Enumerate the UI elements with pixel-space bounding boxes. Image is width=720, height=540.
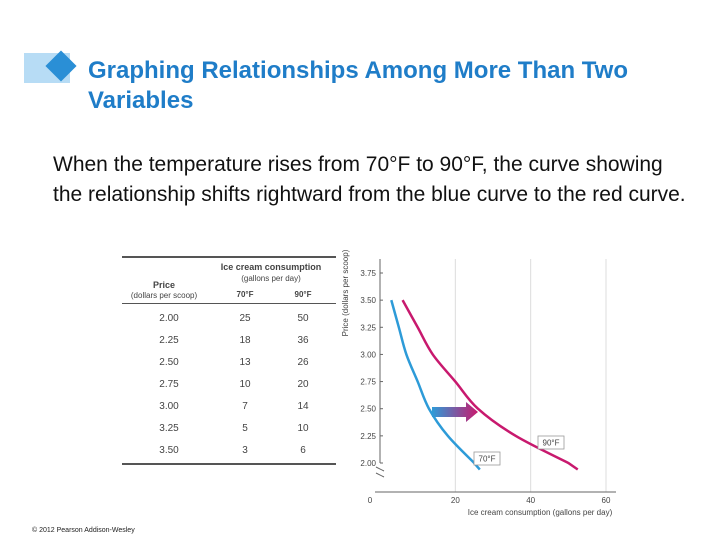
y-tick-label: 2.75 xyxy=(360,378,376,387)
table-col-90: 90°F xyxy=(294,290,312,299)
y-tick-label: 3.25 xyxy=(360,323,376,332)
y-tick-label: 3.00 xyxy=(360,350,376,359)
table-row: 3.50 3 6 xyxy=(122,442,336,462)
table-cell-price: 2.50 xyxy=(159,357,179,368)
table-bottom-rule xyxy=(122,463,336,465)
table-cell-70: 18 xyxy=(239,335,251,346)
series-line xyxy=(390,299,481,471)
y-tick-label: 3.75 xyxy=(360,269,376,278)
table-cell-price: 3.00 xyxy=(159,401,179,412)
table-cell-90: 50 xyxy=(297,313,309,324)
table-cell-90: 36 xyxy=(297,335,309,346)
series-line xyxy=(401,299,579,471)
table-row: 2.25 18 36 xyxy=(122,332,336,352)
y-tick-label: 3.50 xyxy=(360,296,376,305)
table-row: 2.00 25 50 xyxy=(122,310,336,330)
x-tick-label: 40 xyxy=(526,496,535,505)
y-tick-label: 2.00 xyxy=(360,459,376,468)
axis-break-mark xyxy=(375,472,385,478)
table-row: 3.25 5 10 xyxy=(122,420,336,440)
x-tick-labels: 0 20 40 60 xyxy=(368,496,611,505)
x-axis-label: Ice cream consumption (gallons per day) xyxy=(468,508,613,517)
chart-gridlines xyxy=(454,259,607,492)
table-row: 2.50 13 26 xyxy=(122,354,336,374)
table-cell-price: 3.25 xyxy=(159,423,179,434)
chart-series xyxy=(390,299,579,471)
table-col-70: 70°F xyxy=(236,290,254,299)
series-label-box xyxy=(537,435,565,450)
y-tick-label: 2.50 xyxy=(360,405,376,414)
table-cell-price: 3.50 xyxy=(159,445,179,456)
copyright-text: © 2012 Pearson Addison-Wesley xyxy=(32,527,135,534)
table-cell-price: 2.25 xyxy=(159,335,179,346)
table-price-header: Price xyxy=(152,280,176,290)
y-tick-label: 2.25 xyxy=(360,432,376,441)
table-cell-90: 26 xyxy=(297,357,309,368)
table-cell-70: 13 xyxy=(239,357,251,368)
y-axis-label: Price (dollars per scoop) xyxy=(341,249,350,336)
table-cell-price: 2.75 xyxy=(159,379,179,390)
y-tick-labels: 2.00 2.25 2.50 2.75 3.00 3.25 3.50 3.75 xyxy=(360,269,383,468)
table-cell-70: 25 xyxy=(239,313,251,324)
series-label: 70°F xyxy=(479,455,496,464)
table-group-header: Ice cream consumption xyxy=(220,262,322,272)
x-tick-label: 60 xyxy=(602,496,611,505)
series-label-box xyxy=(473,451,501,466)
table-header-rule xyxy=(122,303,336,304)
table-cell-90: 10 xyxy=(297,423,309,434)
table-cell-90: 6 xyxy=(300,445,306,456)
slide-body-text: When the temperature rises from 70°F to … xyxy=(53,153,686,206)
table-price-subheader: (dollars per scoop) xyxy=(130,291,198,300)
table-cell-70: 5 xyxy=(242,423,248,434)
x-tick-label: 20 xyxy=(451,496,460,505)
table-row: 2.75 10 20 xyxy=(122,376,336,396)
table-cell-70: 10 xyxy=(239,379,251,390)
data-table: Ice cream consumption (gallons per day) … xyxy=(118,250,340,465)
series-labels: 70°F 90°F xyxy=(473,435,565,466)
series-label: 90°F xyxy=(543,439,560,448)
table-cell-70: 7 xyxy=(242,401,248,412)
table-cell-90: 20 xyxy=(297,379,309,390)
table-cell-90: 14 xyxy=(297,401,309,412)
axis-break-mark xyxy=(375,466,385,472)
table-cell-price: 2.00 xyxy=(159,313,179,324)
x-tick-label: 0 xyxy=(368,496,373,505)
slide-title: Graphing Relationships Among More Than T… xyxy=(88,57,628,114)
table-top-rule xyxy=(122,256,336,258)
table-cell-70: 3 xyxy=(242,445,248,456)
table-group-subheader: (gallons per day) xyxy=(241,274,301,283)
shift-arrow-icon xyxy=(432,402,478,422)
table-row: 3.00 7 14 xyxy=(122,398,336,418)
consumption-chart: 2.00 2.25 2.50 2.75 3.00 3.25 3.50 3.75 0 20 40 60… xyxy=(341,249,616,517)
